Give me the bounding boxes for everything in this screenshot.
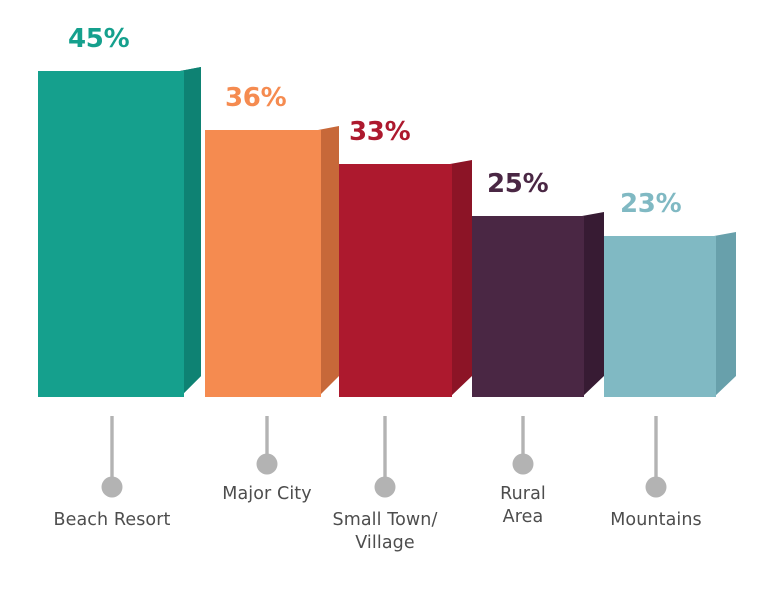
bar-major-city[interactable]: [205, 126, 341, 398]
connector-pin-major-city: [256, 416, 278, 476]
bar-front-face-major-city: [205, 130, 321, 397]
category-label-rural-area: Rural Area: [500, 484, 546, 528]
bar-rural-area[interactable]: [472, 212, 606, 398]
bar-small-town-village[interactable]: [339, 160, 474, 398]
bar-depth-beach-resort: [180, 67, 201, 397]
value-label-small-town-village: 33%: [349, 117, 411, 147]
value-label-major-city: 36%: [225, 83, 287, 113]
connector-dot-major-city: [256, 453, 278, 475]
bar-shape-mountains: [604, 232, 736, 397]
value-label-mountains: 23%: [620, 189, 682, 219]
connector-dot-beach-resort: [101, 476, 123, 498]
value-label-rural-area: 25%: [487, 169, 549, 199]
category-label-beach-resort: Beach Resort: [53, 510, 171, 530]
bar-mountains[interactable]: [604, 232, 738, 398]
connector-dot-small-town-village: [374, 476, 396, 498]
category-label-mountains: Mountains: [610, 510, 702, 530]
connector-pin-mountains: [645, 416, 667, 498]
bar-shape-small-town-village: [339, 160, 472, 397]
connector-dot-rural-area: [512, 453, 534, 475]
category-label-small-town-village: Small Town/ Village: [332, 510, 438, 554]
bar-front-face-mountains: [604, 236, 716, 397]
bar-front-face-rural-area: [472, 216, 584, 397]
connector-pin-rural-area: [512, 416, 534, 476]
bar-beach-resort[interactable]: [38, 67, 206, 398]
bar-shape-rural-area: [472, 212, 604, 397]
value-label-beach-resort: 45%: [68, 24, 130, 54]
connector-pin-beach-resort: [101, 416, 123, 498]
bar-front-face-beach-resort: [38, 71, 184, 397]
bar-front-face-small-town-village: [339, 164, 452, 397]
connector-dot-mountains: [645, 476, 667, 498]
category-label-major-city: Major City: [222, 484, 312, 504]
bar-shape-beach-resort: [38, 67, 201, 397]
connector-pin-small-town-village: [374, 416, 396, 498]
bar-shape-major-city: [205, 126, 339, 397]
